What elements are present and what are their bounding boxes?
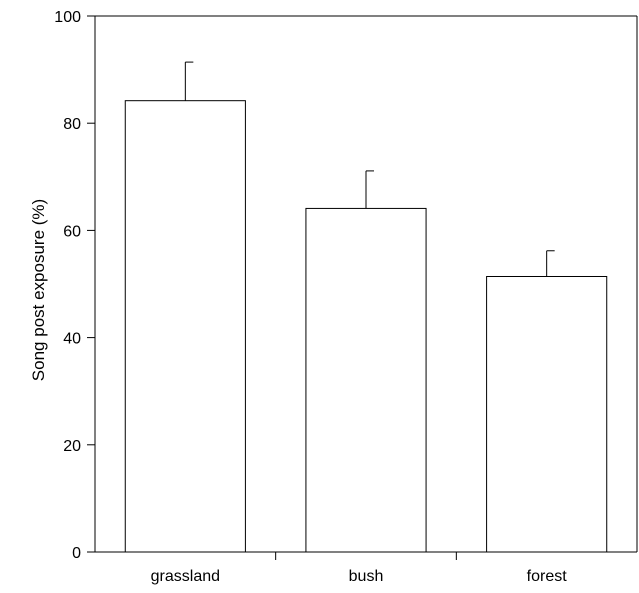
y-axis-ticks: 0 20 40 60 80 100 (54, 9, 95, 562)
error-bars-group (184, 61, 555, 277)
y-axis-label: Song post exposure (%) (29, 199, 48, 381)
y-tick-label: 40 (63, 331, 81, 348)
bars-group (124, 100, 608, 553)
bar (305, 207, 427, 553)
x-tick-label: bush (349, 568, 384, 585)
y-tick-label: 0 (72, 545, 81, 562)
x-tick-label: grassland (151, 568, 220, 585)
y-tick-label: 100 (54, 9, 81, 26)
y-tick-label: 20 (63, 438, 81, 455)
x-tick-label: forest (527, 568, 568, 585)
bar (124, 100, 246, 553)
y-tick-label: 60 (63, 223, 81, 240)
x-axis-ticks: grassland bush forest (151, 552, 568, 585)
bar (486, 275, 608, 553)
y-tick-label: 80 (63, 116, 81, 133)
